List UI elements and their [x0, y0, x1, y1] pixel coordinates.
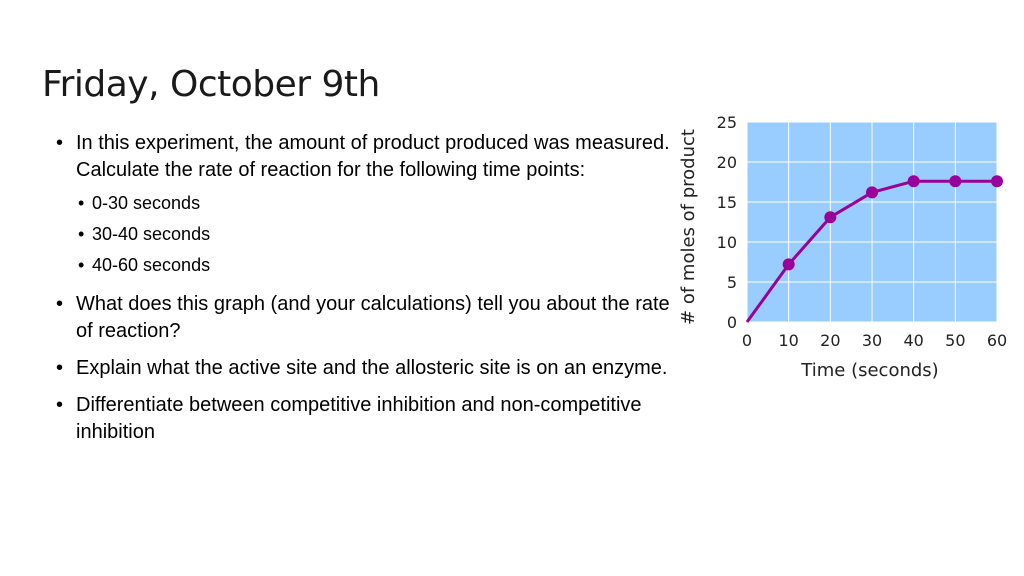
x-tick-label: 40: [903, 331, 923, 350]
x-tick-labels: 0 10 20 30 40 50 60: [742, 331, 1007, 350]
data-point: [866, 186, 878, 199]
bullet-inhibition: Differentiate between competitive inhibi…: [50, 392, 690, 446]
x-tick-label: 10: [778, 331, 798, 350]
x-tick-label: 60: [987, 331, 1007, 350]
data-points: [782, 175, 1003, 271]
sub-bullet-40-60: 40-60 seconds: [76, 250, 690, 281]
data-point: [824, 211, 837, 224]
data-point: [907, 175, 920, 188]
y-tick-label: 0: [727, 313, 737, 332]
y-tick-label: 10: [717, 233, 737, 252]
y-tick-label: 20: [717, 153, 737, 172]
bullet-experiment: In this experiment, the amount of produc…: [50, 130, 690, 281]
data-point: [782, 258, 795, 271]
x-tick-label: 50: [945, 331, 965, 350]
sub-bullet-0-30: 0-30 seconds: [76, 188, 690, 219]
y-axis-label: # of moles of product: [678, 129, 699, 325]
bullet-inhibition-text: Differentiate between competitive inhibi…: [76, 394, 642, 443]
y-tick-labels: 0 5 10 15 20 25: [717, 113, 737, 332]
y-tick-label: 5: [727, 273, 737, 292]
data-point: [991, 175, 1003, 188]
y-tick-label: 25: [717, 113, 737, 132]
sub-bullet-30-40: 30-40 seconds: [76, 219, 690, 250]
x-tick-label: 30: [862, 331, 882, 350]
slide-title: Friday, October 9th: [42, 64, 380, 105]
bullet-active-site: Explain what the active site and the all…: [50, 355, 690, 382]
data-point: [949, 175, 962, 188]
bullet-active-site-text: Explain what the active site and the all…: [76, 357, 668, 379]
y-tick-label: 15: [717, 193, 737, 212]
bullet-graph-question: What does this graph (and your calculati…: [50, 291, 690, 345]
bullet-list: In this experiment, the amount of produc…: [50, 130, 690, 456]
time-points-list: 0-30 seconds 30-40 seconds 40-60 seconds: [76, 188, 690, 281]
bullet-graph-question-text: What does this graph (and your calculati…: [76, 293, 670, 342]
x-tick-label: 20: [820, 331, 840, 350]
x-axis-label: Time (seconds): [800, 360, 938, 381]
bullet-experiment-text: In this experiment, the amount of produc…: [76, 132, 670, 181]
x-tick-label: 0: [742, 331, 752, 350]
